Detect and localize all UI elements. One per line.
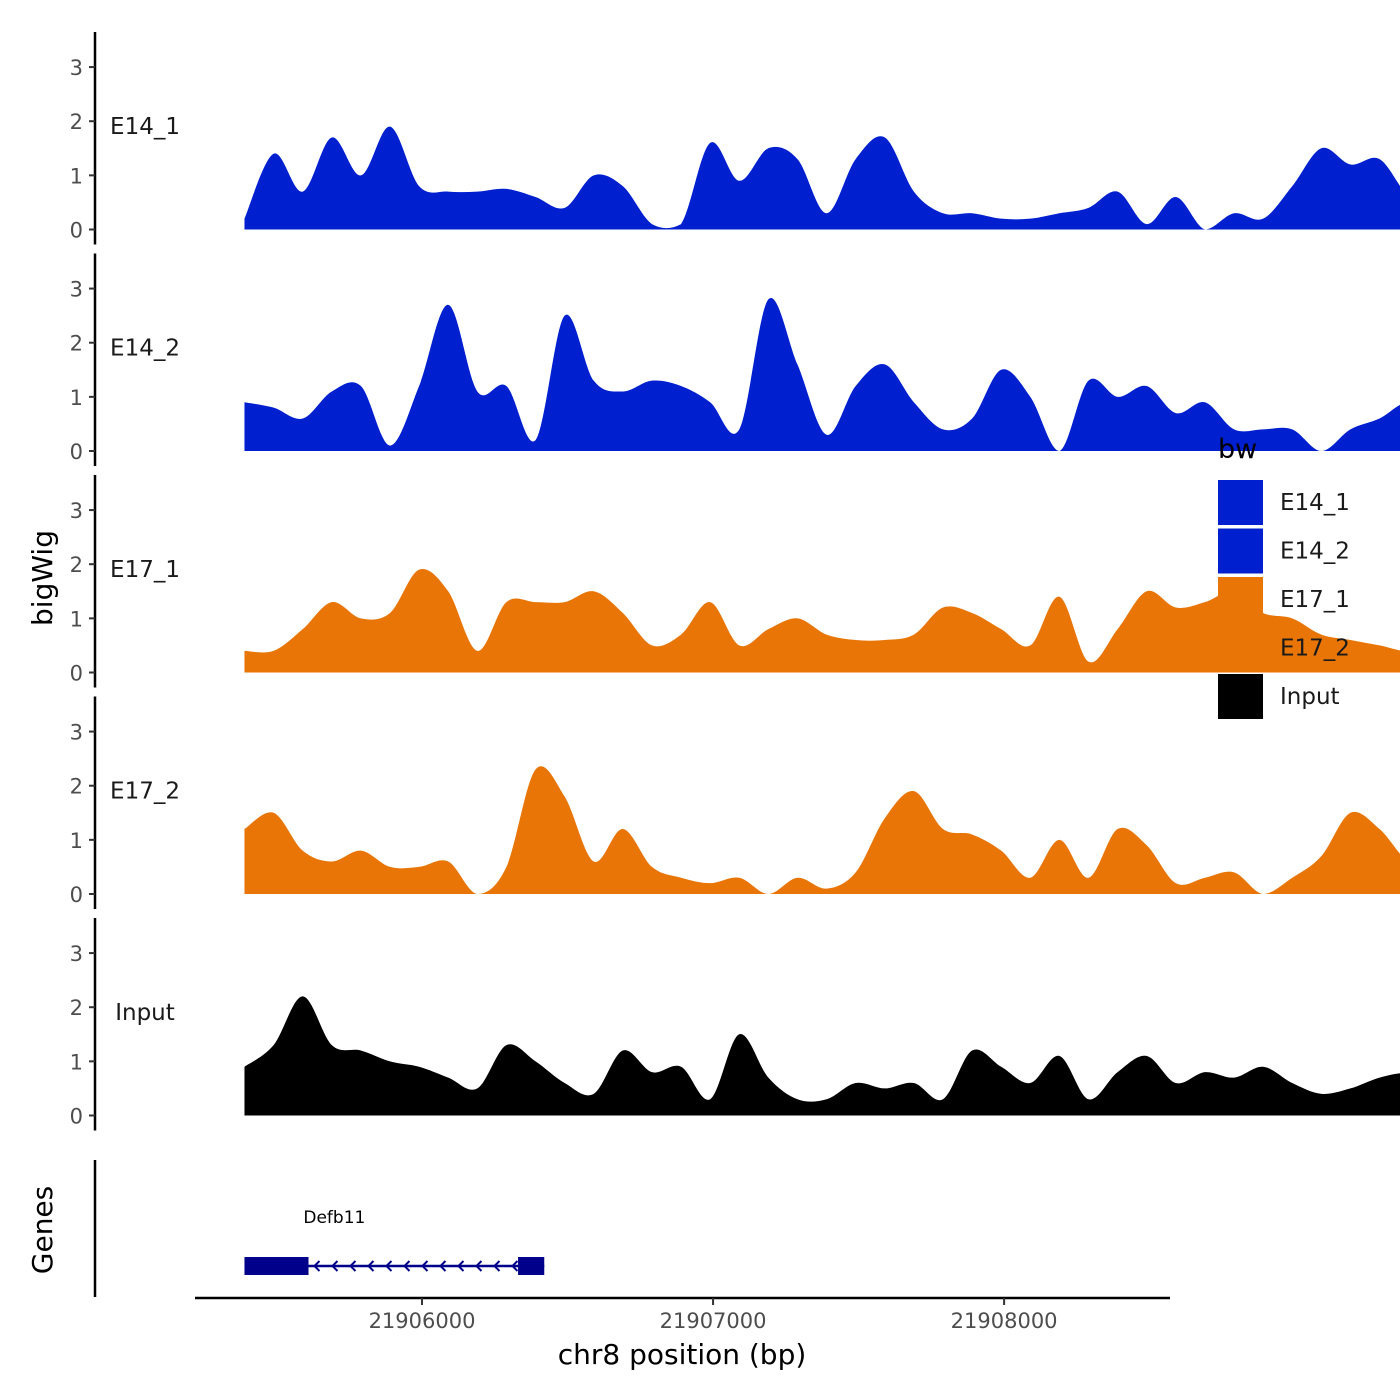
legend-label-E14_1: E14_1 — [1280, 490, 1350, 516]
coverage-area-E14_1 — [244, 126, 1400, 230]
legend-label-E17_1: E17_1 — [1280, 587, 1350, 613]
legend: bw E14_1 E14_2 E17_1 E17_2 Input — [1218, 434, 1350, 719]
y-tick-label-E14_2-1: 1 — [70, 386, 83, 410]
strand-chevron — [313, 1260, 321, 1272]
y-tick-label-Input-0: 0 — [70, 1105, 83, 1129]
track-E14_2: 0 1 2 3 E14_2 — [70, 253, 1400, 466]
y-tick-label-E14_1-0: 0 — [70, 219, 83, 243]
legend-label-Input: Input — [1280, 684, 1340, 710]
track-label-E14_2: E14_2 — [110, 335, 180, 361]
genes-track: Genes Defb11 — [26, 1160, 545, 1297]
x-tick-label-21906000: 21906000 — [369, 1309, 476, 1333]
strand-chevron — [403, 1260, 411, 1272]
coverage-area-Input — [244, 996, 1400, 1116]
legend-label-E14_2: E14_2 — [1280, 539, 1350, 565]
strand-chevron — [421, 1260, 429, 1272]
track-E14_1: 0 1 2 3 E14_1 — [70, 32, 1400, 245]
y-tick-label-E17_2-3: 3 — [70, 721, 83, 745]
strand-chevron — [349, 1260, 357, 1272]
x-axis: chr8 position (bp) 21906000 21907000 21908… — [195, 1296, 1170, 1371]
strand-chevron — [331, 1260, 339, 1272]
y-tick-label-Input-3: 3 — [70, 942, 83, 966]
bigwig-tracks: 0 1 2 3 E14_1 0 1 2 3 E14_2 0 1 2 3 E17_1 0 1 2 3 E17_2 0 1 2 3… — [70, 32, 1400, 1131]
strand-chevron — [457, 1260, 465, 1272]
y-tick-label-E17_1-3: 3 — [70, 499, 83, 523]
track-E17_2: 0 1 2 3 E17_2 — [70, 696, 1400, 909]
x-axis-title: chr8 position (bp) — [558, 1338, 807, 1371]
track-label-E17_2: E17_2 — [110, 778, 180, 804]
legend-swatch-E17_2 — [1218, 625, 1263, 671]
y-tick-label-E17_2-2: 2 — [70, 775, 83, 799]
y-tick-label-E14_1-3: 3 — [70, 56, 83, 80]
track-label-E14_1: E14_1 — [110, 114, 180, 140]
gene-name-label: Defb11 — [303, 1208, 365, 1228]
legend-label-E17_2: E17_2 — [1280, 636, 1350, 662]
y-tick-label-E14_1-1: 1 — [70, 164, 83, 188]
y-tick-label-Input-1: 1 — [70, 1050, 83, 1074]
y-tick-label-E17_2-1: 1 — [70, 829, 83, 853]
track-label-Input: Input — [115, 1000, 175, 1026]
track-Input: 0 1 2 3 Input — [70, 918, 1400, 1131]
y-tick-label-E17_1-1: 1 — [70, 607, 83, 631]
strand-chevron — [439, 1260, 447, 1272]
strand-chevron — [385, 1260, 393, 1272]
legend-swatch-E14_2 — [1218, 528, 1263, 574]
y-tick-label-E14_2-2: 2 — [70, 332, 83, 356]
strand-chevron — [493, 1260, 501, 1272]
track-E17_1: 0 1 2 3 E17_1 — [70, 475, 1400, 688]
y-tick-label-Input-2: 2 — [70, 996, 83, 1020]
coverage-area-E17_2 — [244, 766, 1400, 894]
x-tick-label-21908000: 21908000 — [951, 1309, 1058, 1333]
y-tick-label-E17_1-0: 0 — [70, 662, 83, 686]
legend-title: bw — [1218, 434, 1257, 465]
genes-track-title: Genes — [26, 1186, 59, 1274]
strand-chevron — [511, 1260, 519, 1272]
y-tick-label-E17_2-0: 0 — [70, 883, 83, 907]
track-label-E17_1: E17_1 — [110, 557, 180, 583]
y-tick-label-E14_1-2: 2 — [70, 110, 83, 134]
coverage-area-E14_2 — [244, 297, 1400, 451]
y-tick-label-E14_2-0: 0 — [70, 440, 83, 464]
legend-swatch-Input — [1218, 674, 1263, 719]
legend-swatch-E14_1 — [1218, 480, 1263, 525]
y-axis-title: bigWig — [26, 530, 59, 626]
x-tick-label-21907000: 21907000 — [660, 1309, 767, 1333]
coverage-area-E17_1 — [244, 568, 1400, 673]
y-tick-label-E14_2-3: 3 — [70, 278, 83, 302]
y-tick-label-E17_1-2: 2 — [70, 553, 83, 577]
legend-swatch-E17_1 — [1218, 577, 1263, 622]
strand-chevron — [367, 1260, 375, 1272]
gene-exon-1 — [518, 1257, 545, 1275]
gene-exon-0 — [244, 1257, 309, 1275]
strand-chevron — [475, 1260, 483, 1272]
